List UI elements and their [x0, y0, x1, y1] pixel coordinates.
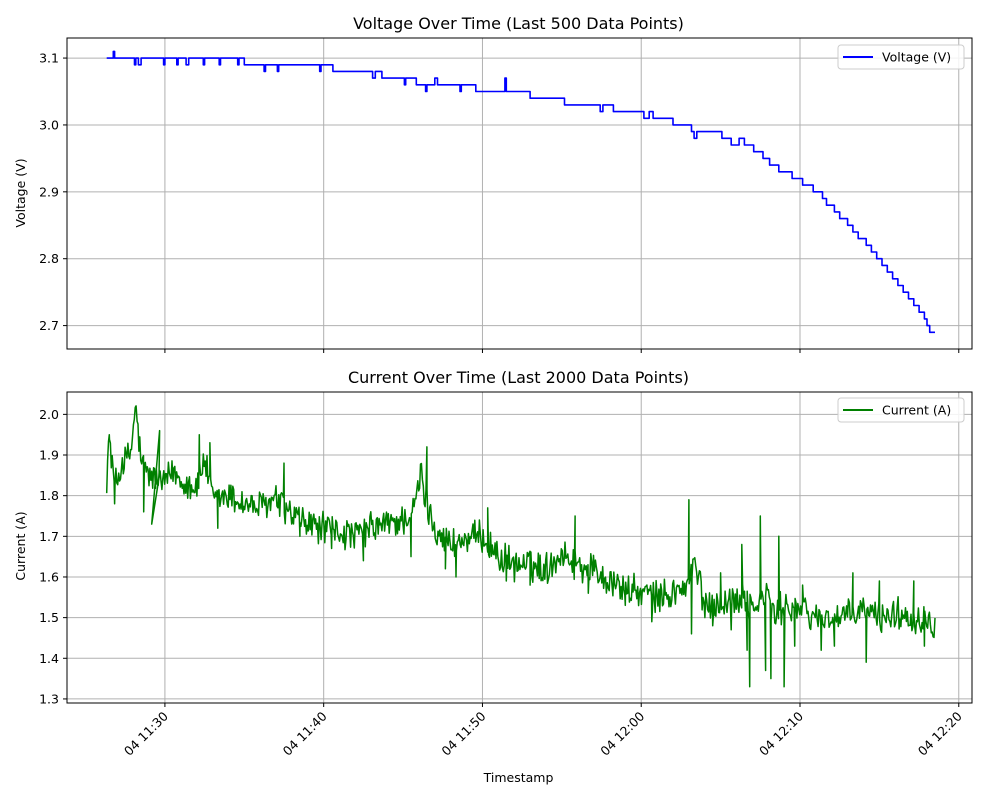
- current-x-axis-label: Timestamp: [483, 770, 554, 785]
- voltage-plot-frame: [66, 37, 973, 350]
- voltage-x-ticks: [164, 349, 960, 353]
- y-tick-label: 2.8: [39, 251, 59, 266]
- current-legend: Current (A): [837, 397, 965, 423]
- current-series-group: [105, 405, 936, 688]
- voltage-legend-box: [837, 44, 965, 70]
- y-tick-label: 1.9: [39, 448, 59, 463]
- y-tick-label: 1.4: [39, 651, 59, 666]
- y-tick-label: 3.1: [39, 51, 59, 66]
- current-y-axis-label: Current (A): [13, 511, 28, 580]
- voltage-chart-title: Voltage Over Time (Last 500 Data Points): [353, 14, 684, 33]
- y-tick-label: 1.8: [39, 488, 59, 503]
- current-legend-box: [837, 397, 965, 423]
- y-tick-label: 2.0: [39, 407, 59, 422]
- y-tick-label: 1.6: [39, 569, 59, 584]
- y-tick-label: 1.5: [39, 610, 59, 625]
- y-tick-label: 2.7: [39, 318, 59, 333]
- y-tick-label: 2.9: [39, 184, 59, 199]
- voltage-y-axis-label: Voltage (V): [13, 158, 28, 227]
- voltage-series-line: [106, 50, 935, 334]
- current-legend-label: Current (A): [882, 403, 951, 418]
- voltage-panel: Voltage Over Time (Last 500 Data Points)…: [13, 14, 973, 353]
- current-chart-title: Current Over Time (Last 2000 Data Points…: [348, 368, 689, 387]
- current-plot-frame: [66, 391, 973, 704]
- voltage-y-ticks: 2.7 2.8 2.9 3.0 3.1: [39, 51, 67, 333]
- y-tick-label: 1.3: [39, 691, 59, 706]
- current-series-line: [105, 405, 936, 688]
- voltage-legend-label: Voltage (V): [882, 50, 951, 65]
- voltage-series-group: [106, 50, 935, 334]
- y-tick-label: 1.7: [39, 529, 59, 544]
- voltage-legend: Voltage (V): [837, 44, 965, 70]
- current-y-ticks: 1.3 1.4 1.5 1.6 1.7 1.8 1.9 2.0: [39, 407, 67, 706]
- y-tick-label: 3.0: [39, 117, 59, 132]
